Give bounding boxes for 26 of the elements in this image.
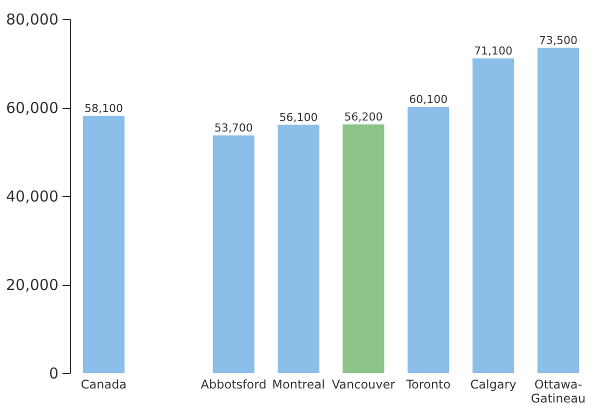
x-tick-label: Calgary: [470, 378, 516, 392]
x-tick-label: Montreal: [272, 378, 325, 392]
bar: [82, 116, 125, 373]
data-label: 56,200: [344, 110, 383, 124]
bar: [212, 135, 254, 373]
bar: [472, 58, 514, 373]
bar: [342, 124, 384, 373]
data-label: 71,100: [474, 44, 513, 58]
y-tick-label: 0: [48, 364, 58, 382]
data-label: 58,100: [84, 102, 124, 115]
x-tick-label: Vancouver: [332, 378, 396, 392]
bar: [278, 124, 320, 373]
x-tick-label: Abbotsford: [200, 378, 266, 392]
data-label: 53,700: [214, 121, 253, 134]
x-tick-label: Ottawa-Gatineau: [530, 378, 586, 406]
y-tick-label: 40,000: [6, 188, 58, 206]
y-tick-label: 20,000: [6, 276, 58, 294]
data-label: 73,500: [538, 34, 578, 47]
data-label: 60,100: [409, 93, 448, 106]
x-tick-label: Toronto: [405, 378, 451, 392]
bar: [537, 48, 580, 373]
bar: [408, 107, 450, 373]
data-label: 56,100: [279, 110, 318, 124]
y-tick-label: 60,000: [6, 99, 58, 117]
y-tick-label: 80,000: [6, 10, 58, 28]
x-tick-label: Canada: [80, 378, 127, 392]
